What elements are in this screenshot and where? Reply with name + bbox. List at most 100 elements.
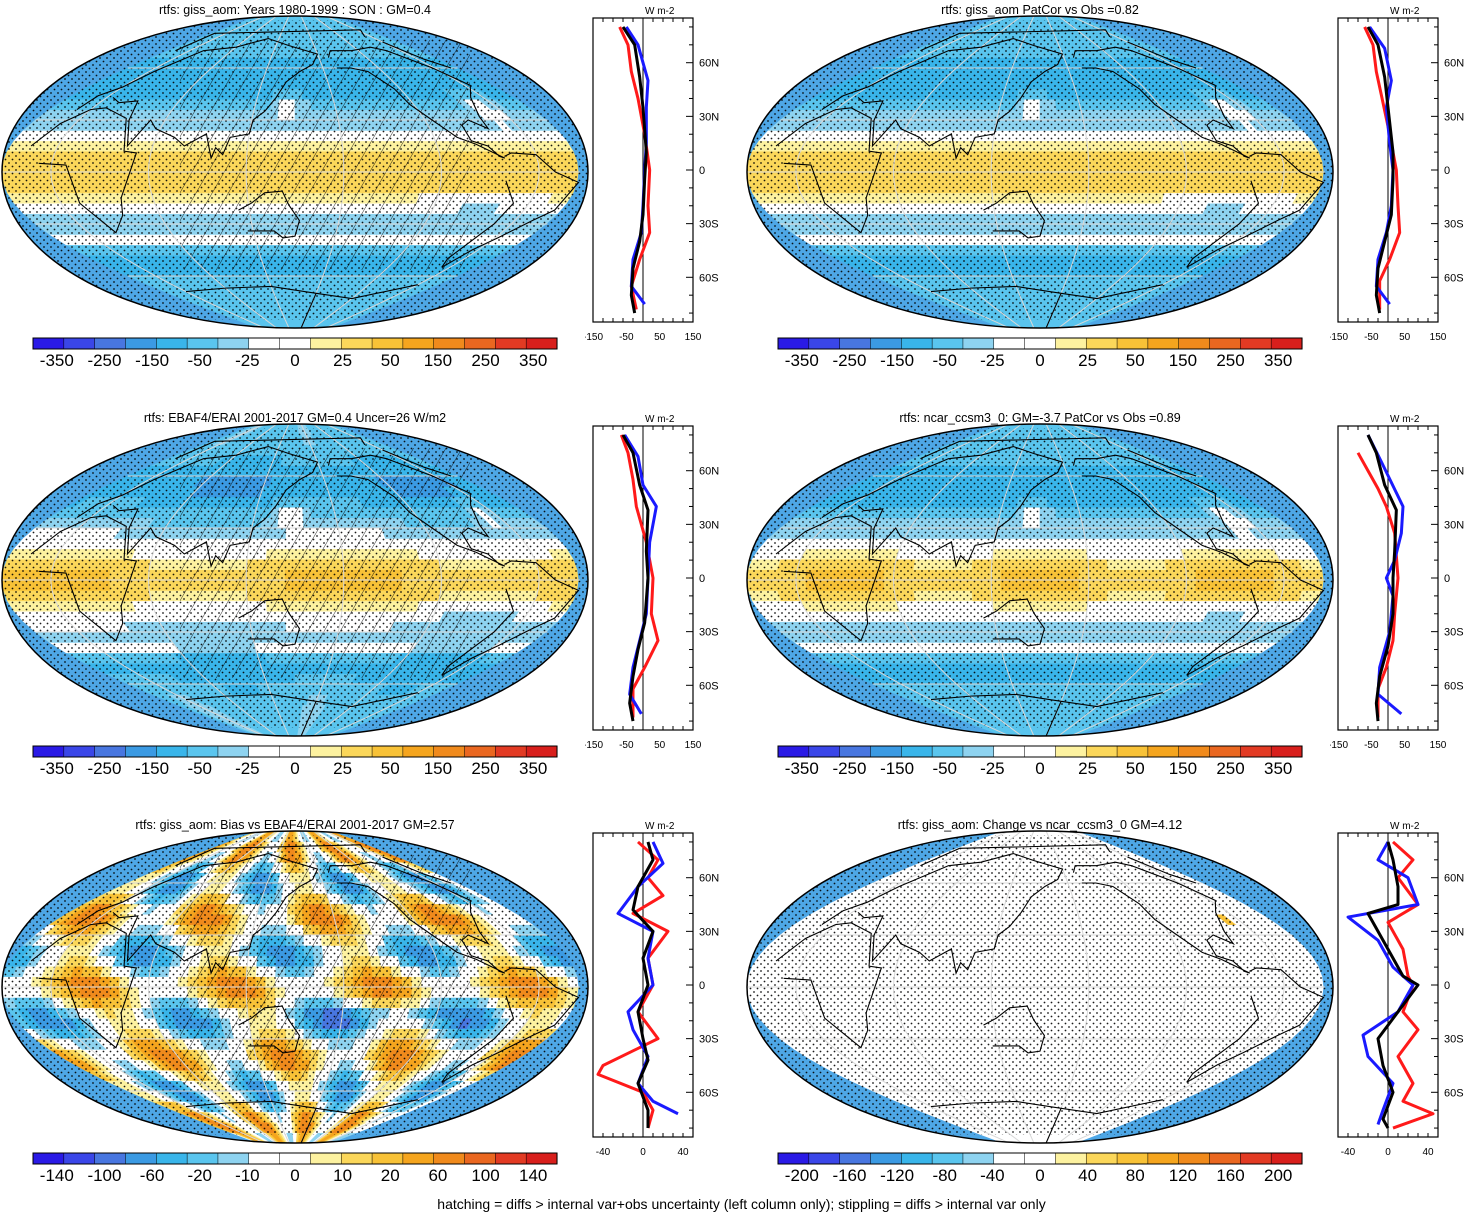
colorbar-swatch bbox=[186, 1152, 219, 1165]
profile-lat-label: 60N bbox=[699, 873, 719, 885]
colorbar-label: 150 bbox=[1169, 759, 1197, 778]
colorbar-swatch bbox=[248, 1152, 281, 1165]
profile-x-tick-label: 150 bbox=[1430, 740, 1447, 751]
colorbar-label: -60 bbox=[140, 1166, 165, 1185]
panel-title: rtfs: giss_aom: Years 1980-1999 : SON : … bbox=[158, 3, 431, 17]
zonal-profile-p4: W m-2 60N 30N 0 30S 60S -150 -50 50 150 bbox=[1330, 414, 1464, 751]
colorbar-label: 150 bbox=[424, 351, 452, 370]
colorbar-swatch bbox=[32, 337, 65, 350]
coastline-australia bbox=[983, 190, 1045, 239]
colorbar-swatch bbox=[777, 745, 810, 758]
coastline-greenland bbox=[175, 844, 366, 867]
colorbar-swatch bbox=[156, 337, 188, 350]
colorbar: -350 -250 -150 -50 -25 0 25 50 150 250 350 bbox=[777, 745, 1303, 778]
colorbar-swatch bbox=[94, 337, 127, 350]
colorbar-swatch bbox=[1270, 337, 1303, 350]
panel-p4: rtfs: ncar_ccsm3_0: GM=-3.7 PatCor vs Ob… bbox=[745, 408, 1483, 808]
panel-title: rtfs: ncar_ccsm3_0: GM=-3.7 PatCor vs Ob… bbox=[899, 411, 1181, 425]
colorbar-swatch bbox=[279, 1152, 311, 1165]
profile-x-tick-label: -50 bbox=[619, 740, 634, 751]
panel-title: rtfs: giss_aom: Bias vs EBAF4/ERAI 2001-… bbox=[135, 818, 455, 832]
map-p5: -140 -100 -60 -20 -10 0 10 20 60 100 140 bbox=[1, 830, 589, 1185]
profile-line-black bbox=[1366, 841, 1420, 1129]
colorbar-swatch bbox=[310, 1152, 342, 1165]
profile-x-tick-label: -50 bbox=[1364, 332, 1379, 343]
zonal-profile-p6: W m-2 60N 30N 0 30S 60S -40 0 40 bbox=[1337, 821, 1464, 1158]
coastline-samerica bbox=[1186, 152, 1325, 268]
colorbar-swatch bbox=[464, 1152, 496, 1165]
colorbar-label: 0 bbox=[1035, 759, 1044, 778]
colorbar-swatch bbox=[808, 337, 841, 350]
colorbar-swatch bbox=[371, 337, 404, 350]
colorbar-label: -80 bbox=[932, 1166, 957, 1185]
panel-p2: rtfs: giss_aom PatCor vs Obs =0.82 -350 -2… bbox=[745, 0, 1483, 400]
colorbar-swatch bbox=[525, 745, 558, 758]
profile-x-tick-label: 50 bbox=[1399, 332, 1411, 343]
colorbar-swatch bbox=[993, 1152, 1026, 1165]
colorbar-label: -350 bbox=[785, 759, 819, 778]
panel-p3: rtfs: EBAF4/ERAI 2001-2017 GM=0.4 Uncer=… bbox=[0, 408, 740, 808]
colorbar-swatch bbox=[310, 337, 342, 350]
colorbar-label: -160 bbox=[832, 1166, 866, 1185]
coastline-antarctica bbox=[1061, 284, 1163, 300]
colorbar-swatch bbox=[1178, 745, 1211, 758]
panel-title: rtfs: giss_aom PatCor vs Obs =0.82 bbox=[941, 3, 1139, 17]
profile-lat-label: 30N bbox=[1444, 111, 1464, 123]
colorbar-label: 140 bbox=[519, 1166, 547, 1185]
colorbar-swatch bbox=[495, 337, 527, 350]
profile-lat-label: 60N bbox=[1444, 466, 1464, 478]
profile-lat-label: 30S bbox=[1444, 627, 1464, 639]
map-p1: -350 -250 -150 -50 -25 0 25 50 150 250 350 bbox=[1, 15, 589, 370]
colorbar-swatch bbox=[1024, 745, 1056, 758]
profile-x-tick-label: 50 bbox=[654, 740, 666, 751]
colorbar-label: -10 bbox=[235, 1166, 260, 1185]
colorbar-swatch bbox=[1270, 1152, 1303, 1165]
colorbar-label: 350 bbox=[519, 351, 547, 370]
colorbar-label: 25 bbox=[333, 351, 352, 370]
colorbar-swatch bbox=[1209, 337, 1241, 350]
colorbar-swatch bbox=[217, 337, 250, 350]
colorbar-swatch bbox=[125, 337, 157, 350]
map-border bbox=[1, 423, 589, 737]
colorbar-label: -25 bbox=[980, 351, 1005, 370]
figure-footnote: hatching = diffs > internal var+obs unce… bbox=[437, 1196, 1046, 1212]
profile-x-tick-label: 0 bbox=[640, 1147, 646, 1158]
colorbar-swatch bbox=[63, 337, 96, 350]
profile-x-tick-label: -150 bbox=[1330, 332, 1348, 343]
profile-lat-label: 30S bbox=[699, 219, 719, 231]
colorbar-label: 120 bbox=[1169, 1166, 1197, 1185]
coastline-greenland bbox=[382, 41, 452, 69]
coastline-antarctica bbox=[1061, 1099, 1163, 1115]
profile-line-red bbox=[1363, 26, 1402, 310]
profile-unit-label: W m-2 bbox=[645, 6, 675, 17]
profile-line-red bbox=[619, 434, 660, 718]
colorbar-swatch bbox=[217, 1152, 250, 1165]
colorbar-label: 0 bbox=[1035, 1166, 1044, 1185]
profile-lat-label: 30S bbox=[1444, 219, 1464, 231]
colorbar-label: 250 bbox=[1216, 351, 1244, 370]
colorbar-swatch bbox=[901, 337, 933, 350]
profile-x-tick-label: -40 bbox=[596, 1147, 611, 1158]
colorbar-swatch bbox=[495, 1152, 527, 1165]
colorbar: -350 -250 -150 -50 -25 0 25 50 150 250 350 bbox=[32, 745, 558, 778]
colorbar-label: -25 bbox=[235, 759, 260, 778]
colorbar-swatch bbox=[371, 745, 404, 758]
panel-p5: rtfs: giss_aom: Bias vs EBAF4/ERAI 2001-… bbox=[0, 815, 740, 1215]
coastline-greenland bbox=[920, 29, 1111, 52]
profile-x-tick-label: 150 bbox=[1430, 332, 1447, 343]
profile-x-tick-label: 0 bbox=[1385, 1147, 1391, 1158]
colorbar-swatch bbox=[94, 745, 127, 758]
colorbar: -140 -100 -60 -20 -10 0 10 20 60 100 140 bbox=[32, 1152, 558, 1185]
colorbar: -200 -160 -120 -80 -40 0 40 80 120 160 200 bbox=[777, 1152, 1303, 1185]
profile-lat-label: 0 bbox=[699, 573, 705, 585]
colorbar-label: -120 bbox=[880, 1166, 914, 1185]
colorbar-swatch bbox=[839, 745, 872, 758]
colorbar-swatch bbox=[1116, 745, 1149, 758]
coastline-eurasia bbox=[76, 445, 319, 568]
colorbar-label: -150 bbox=[135, 759, 169, 778]
colorbar-swatch bbox=[525, 337, 558, 350]
colorbar-swatch bbox=[125, 745, 157, 758]
profile-x-tick-label: 50 bbox=[1399, 740, 1411, 751]
colorbar-swatch bbox=[525, 1152, 558, 1165]
colorbar-swatch bbox=[808, 745, 841, 758]
